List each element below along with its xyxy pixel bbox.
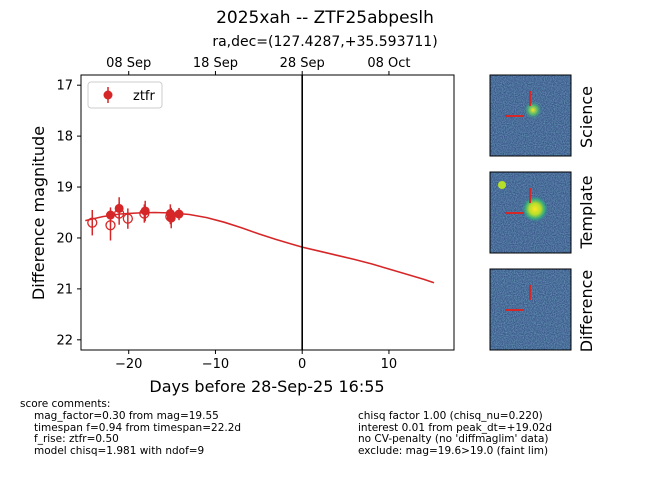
y-tick-label: 17	[56, 79, 73, 94]
legend-box	[87, 81, 163, 109]
science-cutout	[489, 74, 572, 157]
x-tick-label: −20	[115, 357, 142, 372]
science-label: Science	[577, 86, 596, 148]
template-label: Template	[577, 175, 596, 249]
legend-label: ztfr	[133, 89, 155, 104]
difference-cutout	[489, 268, 572, 351]
top-axis-ticks: 08 Sep 18 Sep 28 Sep 08 Oct	[106, 56, 411, 75]
comment-line: exclude: mag=19.6>19.0 (faint lim)	[358, 444, 549, 457]
legend: ztfr	[87, 81, 163, 109]
difference-label: Difference	[577, 270, 596, 352]
detection-point	[114, 203, 124, 213]
score-comments-header: score comments:	[20, 398, 111, 410]
x-tick-label: 10	[381, 357, 398, 372]
score-comments-right: chisq factor 1.00 (chisq_nu=0.220) inter…	[358, 410, 553, 457]
x-axis-label: Days before 28-Sep-25 16:55	[149, 377, 384, 396]
comment-line: model chisq=1.981 with ndof=9	[34, 444, 205, 457]
top-tick-label: 18 Sep	[193, 56, 238, 71]
y-axis-label: Difference magnitude	[29, 126, 48, 300]
x-tick-label: 0	[298, 357, 306, 372]
x-axis-ticks: −20 −10 0 10	[115, 350, 397, 372]
comment-line: timespan f=0.94 from timespan=22.2d	[34, 421, 242, 434]
comment-line: interest 0.01 from peak_dt=+19.02d	[358, 421, 553, 434]
chart-subtitle: ra,dec=(127.4287,+35.593711)	[212, 34, 438, 50]
limit-point	[87, 217, 98, 228]
y-tick-label: 18	[56, 130, 73, 145]
y-tick-label: 19	[56, 181, 73, 196]
chart-title: 2025xah -- ZTF25abpeslh	[216, 8, 434, 28]
y-axis-ticks: 17 18 19 20 21 22	[56, 79, 81, 348]
y-tick-label: 22	[56, 333, 73, 348]
template-cutout	[489, 171, 572, 254]
top-tick-label: 08 Oct	[367, 56, 410, 71]
score-comments-left: mag_factor=0.30 from mag=19.55 timespan …	[34, 410, 242, 457]
detection-point	[140, 206, 150, 216]
points-layer	[87, 197, 184, 241]
comment-line: chisq factor 1.00 (chisq_nu=0.220)	[358, 410, 543, 422]
comment-line: no CV-penalty (no 'diffmaglim' data)	[358, 433, 549, 445]
detection-point	[174, 209, 184, 219]
detection-point	[105, 210, 115, 220]
limit-point	[122, 213, 133, 224]
comment-line: mag_factor=0.30 from mag=19.55	[34, 410, 219, 422]
x-tick-label: −10	[202, 357, 229, 372]
y-tick-label: 20	[56, 231, 73, 246]
top-tick-label: 08 Sep	[106, 56, 151, 71]
comment-line: f_rise: ztfr=0.50	[34, 433, 119, 445]
legend-marker	[103, 90, 113, 100]
y-tick-label: 21	[56, 282, 73, 297]
top-tick-label: 28 Sep	[280, 56, 325, 71]
detection-point	[166, 213, 176, 223]
